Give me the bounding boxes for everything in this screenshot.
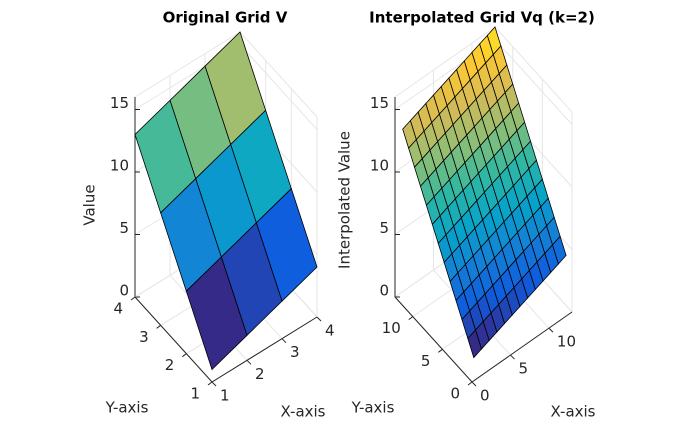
tick-mark [182, 353, 187, 358]
grid-line [239, 44, 318, 130]
z-tick-label: 10 [110, 157, 129, 175]
tick-mark [281, 338, 287, 344]
box-edge [394, 26, 496, 98]
z-axis-label: Interpolated Value [336, 131, 354, 269]
y-axis-label: Y-axis [351, 399, 395, 417]
tick-mark [510, 354, 515, 360]
tick-mark [471, 381, 477, 387]
x-axis-label: X-axis [551, 403, 596, 421]
tick-mark [156, 324, 161, 329]
z-axis-label: Value [81, 184, 99, 225]
x-axis [471, 311, 573, 383]
surface-face [185, 256, 248, 371]
z-tick-label: 15 [370, 94, 389, 112]
z-tick-label: 5 [379, 219, 389, 237]
x-axis [211, 316, 318, 383]
tick-mark [316, 316, 322, 322]
chart-title: Interpolated Grid Vq (k=2) [369, 9, 595, 27]
y-tick-label: 0 [450, 385, 460, 403]
y-tick-label: 3 [139, 328, 149, 346]
y-tick-label: 5 [421, 352, 431, 370]
y-tick-label: 2 [165, 356, 175, 374]
chart-title: Original Grid V [163, 9, 288, 27]
surface-face [467, 329, 482, 359]
y-axis-label: Y-axis [105, 399, 149, 417]
x-tick-label: 4 [325, 322, 335, 340]
tick-mark [467, 381, 473, 386]
y-tick-label: 1 [190, 385, 200, 403]
z-tick-label: 15 [110, 94, 129, 112]
y-tick-label: 10 [382, 319, 401, 337]
box-edge [239, 31, 318, 118]
y-axis [394, 296, 473, 383]
tick-mark [408, 316, 414, 321]
tick-mark [438, 348, 443, 353]
x-tick-label: 2 [255, 365, 265, 383]
y-tick-label: 4 [113, 300, 123, 318]
box-edge [494, 26, 573, 113]
x-axis-label: X-axis [281, 403, 326, 421]
z-tick-label: 0 [379, 282, 389, 300]
y-axis [134, 296, 213, 383]
grid-line [494, 39, 573, 125]
x-tick-label: 3 [290, 343, 300, 361]
tick-mark [548, 327, 554, 333]
z-tick-label: 5 [119, 219, 129, 237]
tick-mark [207, 381, 213, 386]
x-tick-label: 10 [557, 333, 576, 351]
tick-mark [246, 359, 252, 365]
x-tick-label: 5 [518, 360, 528, 378]
tick-mark [211, 381, 217, 387]
tick-mark [130, 296, 136, 301]
z-tick-label: 10 [370, 157, 389, 175]
x-tick-label: 0 [480, 387, 490, 405]
box-edge [134, 31, 241, 98]
x-tick-label: 1 [220, 387, 230, 405]
z-tick-label: 0 [119, 282, 129, 300]
